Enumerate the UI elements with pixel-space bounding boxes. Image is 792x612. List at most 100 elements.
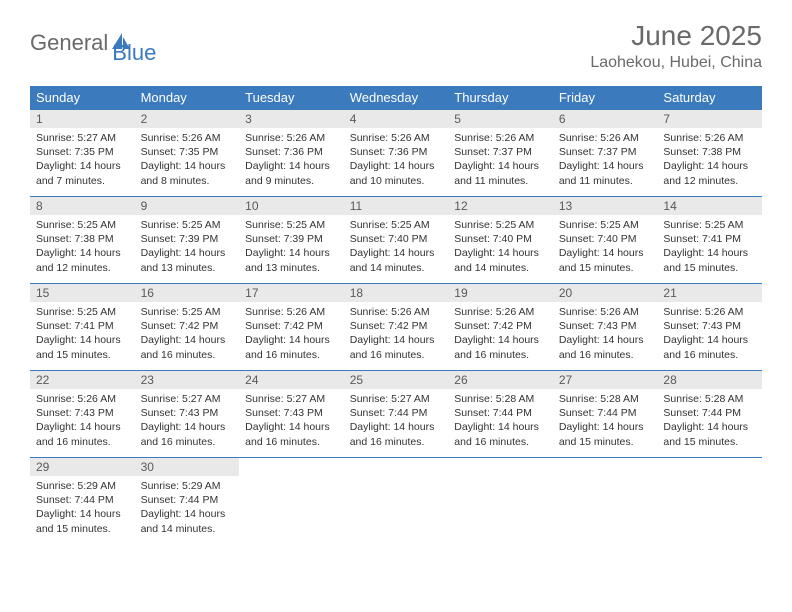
sunset-line: Sunset: 7:38 PM xyxy=(663,145,756,159)
daylight-line: Daylight: 14 hours and 12 minutes. xyxy=(663,159,756,187)
day-body: Sunrise: 5:27 AMSunset: 7:43 PMDaylight:… xyxy=(239,389,344,453)
sunrise-line: Sunrise: 5:26 AM xyxy=(663,305,756,319)
daylight-line: Daylight: 14 hours and 7 minutes. xyxy=(36,159,129,187)
day-cell: 15 Sunrise: 5:25 AMSunset: 7:41 PMDayligh… xyxy=(30,284,135,370)
day-body: Sunrise: 5:25 AMSunset: 7:41 PMDaylight:… xyxy=(657,215,762,279)
day-body: Sunrise: 5:26 AMSunset: 7:43 PMDaylight:… xyxy=(30,389,135,453)
day-number: 7 xyxy=(657,110,762,128)
day-number: 1 xyxy=(30,110,135,128)
sunrise-line: Sunrise: 5:29 AM xyxy=(36,479,129,493)
weekday-header: Friday xyxy=(553,86,658,109)
day-body: Sunrise: 5:26 AMSunset: 7:43 PMDaylight:… xyxy=(657,302,762,366)
logo-text-general: General xyxy=(30,30,108,56)
sunset-line: Sunset: 7:43 PM xyxy=(245,406,338,420)
daylight-line: Daylight: 14 hours and 13 minutes. xyxy=(245,246,338,274)
day-cell: 7Sunrise: 5:26 AMSunset: 7:38 PMDaylight… xyxy=(657,110,762,196)
day-number: 26 xyxy=(448,371,553,389)
day-body: Sunrise: 5:25 AMSunset: 7:39 PMDaylight:… xyxy=(135,215,240,279)
sunrise-line: Sunrise: 5:29 AM xyxy=(141,479,234,493)
sunset-line: Sunset: 7:43 PM xyxy=(36,406,129,420)
day-cell: 28Sunrise: 5:28 AMSunset: 7:44 PMDayligh… xyxy=(657,371,762,457)
logo-text-blue: Blue xyxy=(112,40,156,66)
sunrise-line: Sunrise: 5:26 AM xyxy=(245,305,338,319)
sunrise-line: Sunrise: 5:27 AM xyxy=(245,392,338,406)
sunrise-line: Sunrise: 5:25 AM xyxy=(350,218,443,232)
daylight-line: Daylight: 14 hours and 16 minutes. xyxy=(559,333,652,361)
weekday-header: Saturday xyxy=(657,86,762,109)
sunset-line: Sunset: 7:39 PM xyxy=(245,232,338,246)
sunset-line: Sunset: 7:40 PM xyxy=(454,232,547,246)
sunrise-line: Sunrise: 5:27 AM xyxy=(350,392,443,406)
day-body: Sunrise: 5:26 AMSunset: 7:36 PMDaylight:… xyxy=(239,128,344,192)
day-number: 15 xyxy=(30,284,135,302)
sunset-line: Sunset: 7:41 PM xyxy=(36,319,129,333)
day-number: 20 xyxy=(553,284,658,302)
weekday-header-row: SundayMondayTuesdayWednesdayThursdayFrid… xyxy=(30,86,762,109)
sunset-line: Sunset: 7:44 PM xyxy=(36,493,129,507)
day-number: 24 xyxy=(239,371,344,389)
sunrise-line: Sunrise: 5:26 AM xyxy=(36,392,129,406)
day-cell: 11Sunrise: 5:25 AMSunset: 7:40 PMDayligh… xyxy=(344,197,449,283)
day-body: Sunrise: 5:27 AMSunset: 7:35 PMDaylight:… xyxy=(30,128,135,192)
day-number: 22 xyxy=(30,371,135,389)
header: General Blue June 2025 Laohekou, Hubei, … xyxy=(0,0,792,80)
sunrise-line: Sunrise: 5:26 AM xyxy=(559,131,652,145)
week-row: 8Sunrise: 5:25 AMSunset: 7:38 PMDaylight… xyxy=(30,196,762,283)
day-cell: 17Sunrise: 5:26 AMSunset: 7:42 PMDayligh… xyxy=(239,284,344,370)
day-cell xyxy=(344,458,449,544)
sunrise-line: Sunrise: 5:25 AM xyxy=(245,218,338,232)
sunset-line: Sunset: 7:44 PM xyxy=(663,406,756,420)
week-row: 22Sunrise: 5:26 AMSunset: 7:43 PMDayligh… xyxy=(30,370,762,457)
daylight-line: Daylight: 14 hours and 15 minutes. xyxy=(559,246,652,274)
day-body: Sunrise: 5:26 AMSunset: 7:42 PMDaylight:… xyxy=(344,302,449,366)
daylight-line: Daylight: 14 hours and 11 minutes. xyxy=(559,159,652,187)
day-number: 19 xyxy=(448,284,553,302)
sunset-line: Sunset: 7:44 PM xyxy=(141,493,234,507)
daylight-line: Daylight: 14 hours and 16 minutes. xyxy=(141,333,234,361)
sunrise-line: Sunrise: 5:26 AM xyxy=(141,131,234,145)
sunset-line: Sunset: 7:43 PM xyxy=(663,319,756,333)
sunset-line: Sunset: 7:37 PM xyxy=(454,145,547,159)
weekday-header: Wednesday xyxy=(344,86,449,109)
sunset-line: Sunset: 7:44 PM xyxy=(454,406,547,420)
day-body: Sunrise: 5:28 AMSunset: 7:44 PMDaylight:… xyxy=(657,389,762,453)
day-body: Sunrise: 5:28 AMSunset: 7:44 PMDaylight:… xyxy=(553,389,658,453)
day-body: Sunrise: 5:27 AMSunset: 7:44 PMDaylight:… xyxy=(344,389,449,453)
daylight-line: Daylight: 14 hours and 14 minutes. xyxy=(350,246,443,274)
logo: General Blue xyxy=(30,20,156,66)
day-cell: 19Sunrise: 5:26 AMSunset: 7:42 PMDayligh… xyxy=(448,284,553,370)
sunrise-line: Sunrise: 5:25 AM xyxy=(663,218,756,232)
weekday-header: Thursday xyxy=(448,86,553,109)
sunset-line: Sunset: 7:40 PM xyxy=(559,232,652,246)
daylight-line: Daylight: 14 hours and 16 minutes. xyxy=(36,420,129,448)
sunset-line: Sunset: 7:43 PM xyxy=(141,406,234,420)
day-body: Sunrise: 5:29 AMSunset: 7:44 PMDaylight:… xyxy=(30,476,135,540)
day-body: Sunrise: 5:25 AMSunset: 7:39 PMDaylight:… xyxy=(239,215,344,279)
day-cell: 22Sunrise: 5:26 AMSunset: 7:43 PMDayligh… xyxy=(30,371,135,457)
day-number: 17 xyxy=(239,284,344,302)
day-body: Sunrise: 5:26 AMSunset: 7:35 PMDaylight:… xyxy=(135,128,240,192)
sunrise-line: Sunrise: 5:26 AM xyxy=(350,305,443,319)
day-number: 12 xyxy=(448,197,553,215)
daylight-line: Daylight: 14 hours and 15 minutes. xyxy=(36,333,129,361)
sunrise-line: Sunrise: 5:25 AM xyxy=(36,305,129,319)
week-row: 29Sunrise: 5:29 AMSunset: 7:44 PMDayligh… xyxy=(30,457,762,544)
daylight-line: Daylight: 14 hours and 15 minutes. xyxy=(36,507,129,535)
day-body: Sunrise: 5:25 AMSunset: 7:42 PMDaylight:… xyxy=(135,302,240,366)
day-number: 30 xyxy=(135,458,240,476)
day-number: 4 xyxy=(344,110,449,128)
day-body: Sunrise: 5:27 AMSunset: 7:43 PMDaylight:… xyxy=(135,389,240,453)
sunset-line: Sunset: 7:44 PM xyxy=(559,406,652,420)
weekday-header: Monday xyxy=(135,86,240,109)
daylight-line: Daylight: 14 hours and 16 minutes. xyxy=(350,420,443,448)
day-number: 5 xyxy=(448,110,553,128)
day-body: Sunrise: 5:26 AMSunset: 7:43 PMDaylight:… xyxy=(553,302,658,366)
page-title: June 2025 xyxy=(590,20,762,52)
day-body: Sunrise: 5:25 AMSunset: 7:40 PMDaylight:… xyxy=(344,215,449,279)
day-body: Sunrise: 5:25 AMSunset: 7:38 PMDaylight:… xyxy=(30,215,135,279)
sunrise-line: Sunrise: 5:26 AM xyxy=(350,131,443,145)
day-cell: 1Sunrise: 5:27 AMSunset: 7:35 PMDaylight… xyxy=(30,110,135,196)
day-body: Sunrise: 5:26 AMSunset: 7:38 PMDaylight:… xyxy=(657,128,762,192)
sunrise-line: Sunrise: 5:25 AM xyxy=(141,218,234,232)
day-number: 18 xyxy=(344,284,449,302)
